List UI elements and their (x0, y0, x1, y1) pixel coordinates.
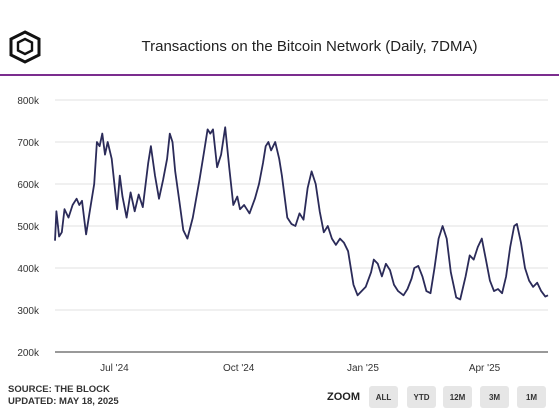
chart-title: Transactions on the Bitcoin Network (Dai… (141, 38, 478, 55)
y-tick-label: 600k (17, 180, 40, 191)
series-line (54, 126, 549, 301)
x-tick-label: Oct '24 (223, 363, 255, 374)
title-divider (0, 74, 559, 76)
y-tick-label: 800k (17, 96, 40, 107)
source-text: SOURCE: THE BLOCK (8, 384, 110, 395)
x-tick-label: Jan '25 (347, 363, 379, 374)
zoom-all-button[interactable]: ALL (369, 386, 398, 408)
x-tick-label: Jul '24 (100, 363, 129, 374)
grid-lines (55, 99, 548, 353)
y-tick-label: 200k (17, 348, 40, 359)
y-tick-label: 300k (17, 306, 40, 317)
x-tick-label: Apr '25 (469, 363, 501, 374)
source-note: SOURCE: THE BLOCK UPDATED: MAY 18, 2025 (8, 384, 119, 408)
y-tick-label: 500k (17, 222, 40, 233)
y-axis-ticks: 200k 300k 400k 500k 600k 700k 800k (17, 96, 40, 359)
y-tick-label: 700k (17, 138, 40, 149)
transactions-line-chart[interactable]: 200k 300k 400k 500k 600k 700k 800k Jul '24 Oct … (0, 80, 559, 380)
zoom-ytd-button[interactable]: YTD (407, 386, 436, 408)
zoom-12m-button[interactable]: 12M (443, 386, 472, 408)
zoom-3m-button[interactable]: 3M (480, 386, 509, 408)
zoom-1m-button[interactable]: 1M (517, 386, 546, 408)
series-group (54, 126, 549, 301)
updated-text: UPDATED: MAY 18, 2025 (8, 396, 119, 407)
the-block-cube-icon (9, 30, 41, 64)
zoom-label: ZOOM (327, 391, 360, 403)
y-tick-label: 400k (17, 264, 40, 275)
x-axis-ticks: Jul '24 Oct '24 Jan '25 Apr '25 (100, 363, 501, 374)
